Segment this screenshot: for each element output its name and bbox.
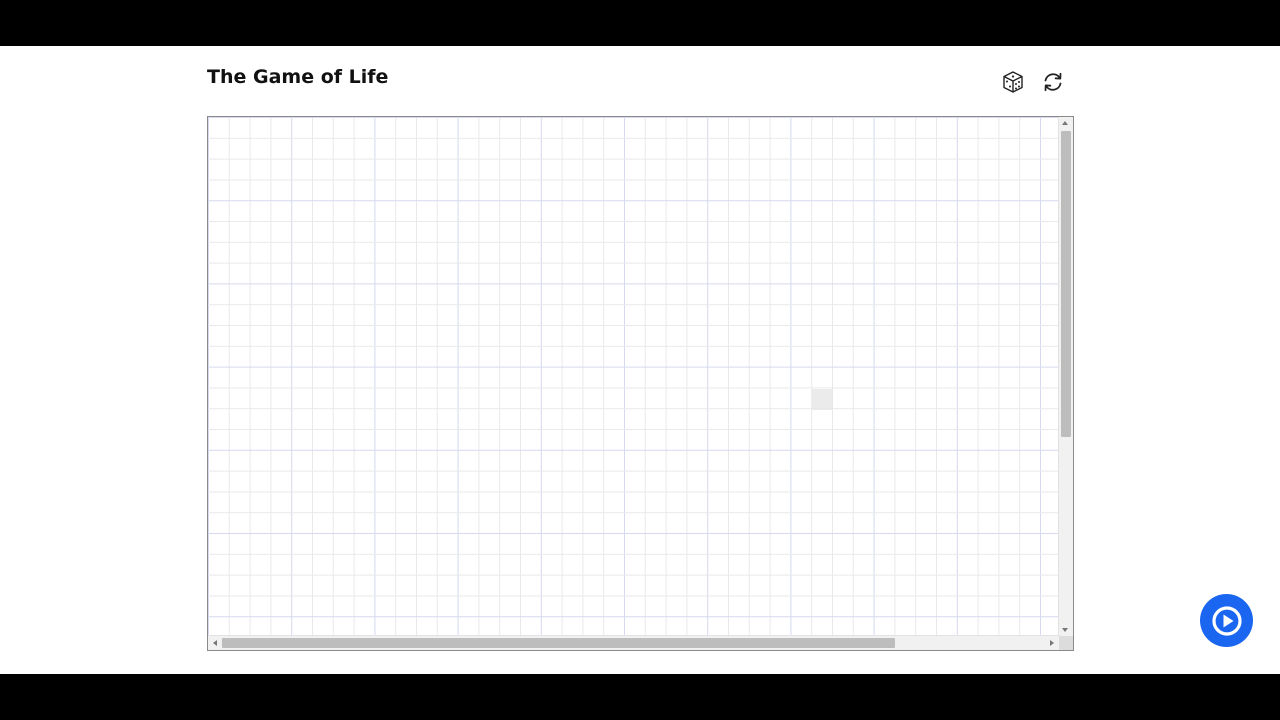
scroll-left-arrow[interactable] (213, 640, 217, 646)
play-button[interactable] (1200, 594, 1253, 647)
life-board[interactable] (207, 116, 1074, 651)
randomize-button[interactable] (1000, 69, 1026, 95)
hover-cell[interactable] (812, 389, 833, 410)
scroll-up-arrow[interactable] (1062, 121, 1068, 125)
horizontal-scroll-thumb[interactable] (222, 638, 895, 648)
cell-grid[interactable] (208, 117, 1059, 636)
letterbox-bottom (0, 674, 1280, 720)
scroll-down-arrow[interactable] (1062, 628, 1068, 632)
app-page: The Game of Life (0, 46, 1280, 674)
vertical-scroll-thumb[interactable] (1061, 131, 1071, 437)
refresh-icon (1044, 72, 1062, 92)
scroll-right-arrow[interactable] (1050, 640, 1054, 646)
scroll-corner (1059, 636, 1073, 650)
play-icon (1211, 605, 1242, 636)
horizontal-scrollbar[interactable] (208, 635, 1059, 650)
dice-icon (1003, 71, 1023, 93)
reset-button[interactable] (1040, 69, 1066, 95)
letterbox-top (0, 0, 1280, 46)
vertical-scrollbar[interactable] (1058, 117, 1073, 636)
page-title: The Game of Life (207, 66, 389, 88)
